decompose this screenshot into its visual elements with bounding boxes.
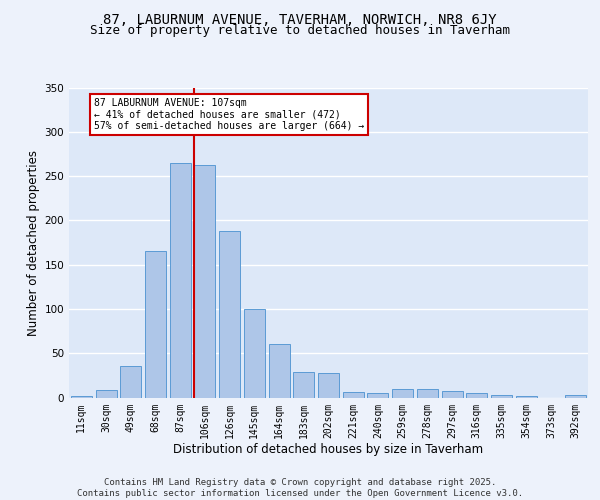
Bar (120, 366, 141, 398)
Bar (269, 344, 290, 398)
Text: Contains HM Land Registry data © Crown copyright and database right 2025.
Contai: Contains HM Land Registry data © Crown c… (77, 478, 523, 498)
Text: 87, LABURNUM AVENUE, TAVERHAM, NORWICH, NR8 6JY: 87, LABURNUM AVENUE, TAVERHAM, NORWICH, … (103, 12, 497, 26)
Bar (442, 392, 463, 398)
Bar (219, 231, 240, 398)
Bar (293, 372, 314, 398)
Bar (71, 396, 92, 398)
Y-axis label: Number of detached properties: Number of detached properties (27, 150, 40, 336)
Bar (145, 252, 166, 398)
Bar (170, 163, 191, 398)
Bar (466, 393, 487, 398)
Bar (491, 395, 512, 398)
Bar (417, 388, 438, 398)
Bar (95, 390, 116, 398)
Bar (516, 396, 537, 398)
Bar (343, 392, 364, 398)
Text: 87 LABURNUM AVENUE: 107sqm
← 41% of detached houses are smaller (472)
57% of sem: 87 LABURNUM AVENUE: 107sqm ← 41% of deta… (94, 98, 364, 132)
Text: Size of property relative to detached houses in Taverham: Size of property relative to detached ho… (90, 24, 510, 37)
Bar (318, 372, 339, 398)
X-axis label: Distribution of detached houses by size in Taverham: Distribution of detached houses by size … (173, 443, 484, 456)
Bar (392, 388, 413, 398)
Bar (244, 309, 265, 398)
Bar (194, 166, 215, 398)
Bar (565, 395, 586, 398)
Bar (367, 393, 388, 398)
